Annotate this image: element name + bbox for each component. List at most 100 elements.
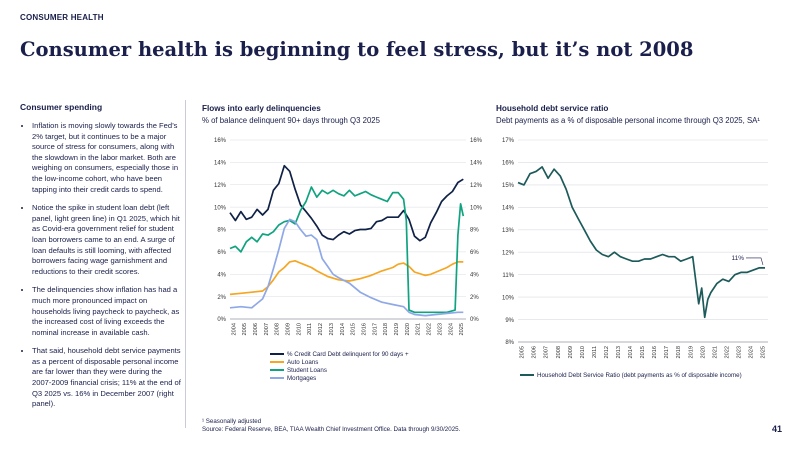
x-tick-label: 2020: [700, 346, 706, 358]
dsr-chart-subtitle: Debt payments as a % of disposable perso…: [496, 116, 760, 125]
commentary-heading: Consumer spending: [20, 102, 103, 112]
x-tick-label: 2020: [405, 323, 411, 335]
x-tick-label: 2008: [556, 346, 562, 358]
y-tick-label-right: 12%: [470, 183, 483, 189]
x-tick-label: 2017: [664, 346, 670, 358]
x-tick-label: 2005: [242, 323, 248, 335]
x-tick-label: 2009: [568, 346, 574, 358]
series-line: [517, 166, 765, 319]
series-line: [229, 259, 464, 296]
y-tick-label: 16%: [214, 138, 227, 144]
bullet-item: The delinquencies show inflation has had…: [32, 285, 182, 338]
footnote: ¹ Seasonally adjusted Source: Federal Re…: [202, 418, 460, 435]
x-tick-label: 2012: [604, 346, 610, 358]
delinquency-chart-title: Flows into early delinquencies: [202, 104, 321, 113]
bullet-item: Inflation is moving slowly towards the F…: [32, 121, 182, 195]
legend-label: Household Debt Service Ratio (debt payme…: [537, 372, 742, 379]
x-tick-label: 2011: [307, 323, 313, 335]
series-line: [229, 186, 465, 314]
x-tick-label: 2022: [427, 323, 433, 335]
y-tick-label-right: 8%: [470, 228, 479, 234]
x-tick-label: 2017: [372, 323, 378, 335]
annotation-label: 11%: [731, 255, 744, 262]
page-number: 41: [771, 424, 782, 434]
y-tick-label-right: 0%: [470, 317, 479, 323]
page-title: Consumer health is beginning to feel str…: [20, 38, 694, 61]
legend-label: % Credit Card Debt delinquent for 90 day…: [287, 351, 409, 358]
x-tick-label: 2023: [736, 346, 742, 358]
x-tick-label: 2007: [264, 323, 270, 335]
y-tick-label-right: 14%: [470, 161, 483, 167]
x-tick-label: 2004: [231, 323, 237, 335]
y-tick-label: 10%: [502, 295, 515, 301]
x-tick-label: 2006: [532, 346, 538, 358]
y-tick-label: 8%: [505, 340, 514, 346]
x-tick-label: 2009: [286, 323, 292, 335]
footnote-seasonal: ¹ Seasonally adjusted: [202, 418, 262, 425]
y-tick-label-right: 6%: [470, 250, 479, 256]
y-tick-label: 13%: [502, 228, 515, 234]
y-tick-label: 14%: [502, 206, 515, 212]
legend-label: Auto Loans: [287, 359, 318, 366]
delinquency-chart-subtitle: % of balance delinquent 90+ days through…: [202, 116, 380, 125]
x-tick-label: 2007: [544, 346, 550, 358]
y-tick-label: 11%: [502, 273, 514, 279]
x-tick-label: 2012: [318, 323, 324, 335]
y-tick-label: 8%: [217, 228, 226, 234]
x-tick-label: 2010: [296, 323, 302, 335]
x-tick-label: 2010: [580, 346, 586, 358]
x-tick-label: 2005: [520, 346, 526, 358]
y-tick-label: 0%: [217, 317, 226, 323]
x-tick-label: 2024: [448, 323, 454, 335]
footnote-source: Source: Federal Reserve, BEA, TIAA Wealt…: [202, 426, 461, 434]
y-tick-label: 6%: [217, 250, 226, 256]
y-tick-label-right: 10%: [470, 205, 483, 211]
delinquency-chart: 0% 0% 2% 2% 4% 4% 6% 6% 8% 8% 10% 10% 12% 12% 14% 14% 16…: [214, 138, 483, 382]
x-tick-label: 2014: [628, 346, 634, 358]
x-tick-label: 2006: [253, 323, 259, 335]
x-tick-label: 2019: [394, 323, 400, 335]
y-tick-label-right: 4%: [470, 272, 479, 278]
x-tick-label: 2024: [749, 346, 755, 358]
x-tick-label: 2018: [383, 323, 389, 335]
y-tick-label-right: 2%: [470, 295, 479, 301]
x-tick-label: 2011: [592, 346, 598, 358]
dsr-chart: 8% 9% 10% 11% 12% 13% 14% 15% 16% 17% 2005 2006 2007…: [502, 138, 768, 379]
y-tick-label: 12%: [502, 250, 515, 256]
x-tick-label: 2025: [459, 323, 465, 335]
column-divider: [185, 100, 186, 428]
x-tick-label: 2015: [351, 323, 357, 335]
annotation-leader: [745, 257, 764, 266]
bullet-item: That said, household debt service paymen…: [32, 346, 182, 410]
left-commentary: Consumer spending Inflation is moving sl…: [20, 102, 182, 418]
series-line: [229, 218, 464, 317]
legend-label: Mortgages: [287, 375, 316, 382]
bullet-item: Notice the spike in student loan debt (l…: [32, 203, 182, 277]
x-tick-label: 2021: [712, 346, 718, 358]
x-tick-label: 2021: [416, 323, 422, 335]
x-tick-label: 2015: [640, 346, 646, 358]
x-tick-label: 2008: [275, 323, 281, 335]
x-tick-label: 2022: [724, 346, 730, 358]
x-tick-label: 2016: [652, 346, 658, 358]
y-tick-label: 4%: [217, 272, 226, 278]
x-tick-label: 2023: [437, 323, 443, 335]
y-tick-label-right: 16%: [470, 138, 483, 144]
section-kicker: CONSUMER HEALTH: [20, 13, 104, 22]
legend-label: Student Loans: [287, 367, 327, 374]
x-tick-label: 2013: [329, 323, 335, 335]
y-tick-label: 17%: [502, 138, 515, 144]
x-tick-label: 2019: [688, 346, 694, 358]
x-tick-label: 2018: [676, 346, 682, 358]
x-tick-label: 2025: [761, 346, 767, 358]
x-tick-label: 2016: [361, 323, 367, 335]
y-tick-label: 10%: [214, 205, 227, 211]
dsr-chart-title: Household debt service ratio: [496, 104, 609, 113]
y-tick-label: 14%: [214, 161, 227, 167]
series-line: [229, 164, 464, 242]
x-tick-label: 2013: [616, 346, 622, 358]
y-tick-label: 12%: [214, 183, 227, 189]
y-tick-label: 9%: [505, 318, 514, 324]
y-tick-label: 2%: [217, 295, 226, 301]
x-tick-label: 2014: [340, 323, 346, 335]
